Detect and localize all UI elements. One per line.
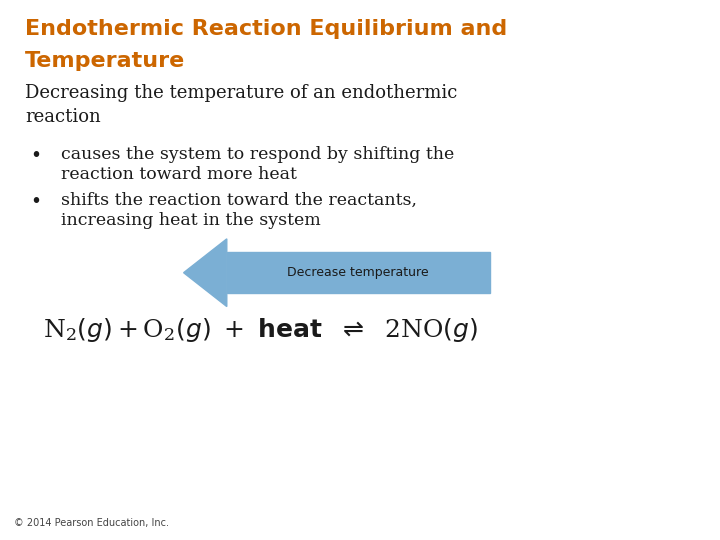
Text: Decrease temperature: Decrease temperature xyxy=(287,266,429,279)
Text: •: • xyxy=(30,192,41,211)
Text: •: • xyxy=(30,146,41,165)
Text: increasing heat in the system: increasing heat in the system xyxy=(61,212,321,228)
Text: Decreasing the temperature of an endothermic: Decreasing the temperature of an endothe… xyxy=(25,84,458,102)
Text: shifts the reaction toward the reactants,: shifts the reaction toward the reactants… xyxy=(61,192,417,208)
Polygon shape xyxy=(184,239,227,307)
Text: © 2014 Pearson Education, Inc.: © 2014 Pearson Education, Inc. xyxy=(14,518,169,528)
Text: $\mathregular{N_2}(\mathit{g}) + \mathregular{O_2}(\mathit{g})\ +\ \mathbf{heat}: $\mathregular{N_2}(\mathit{g}) + \mathre… xyxy=(43,316,478,344)
Text: causes the system to respond by shifting the: causes the system to respond by shifting… xyxy=(61,146,454,163)
Text: reaction: reaction xyxy=(25,108,101,126)
Bar xyxy=(227,252,490,293)
Text: Temperature: Temperature xyxy=(25,51,186,71)
Text: reaction toward more heat: reaction toward more heat xyxy=(61,166,297,183)
Text: Endothermic Reaction Equilibrium and: Endothermic Reaction Equilibrium and xyxy=(25,19,508,39)
